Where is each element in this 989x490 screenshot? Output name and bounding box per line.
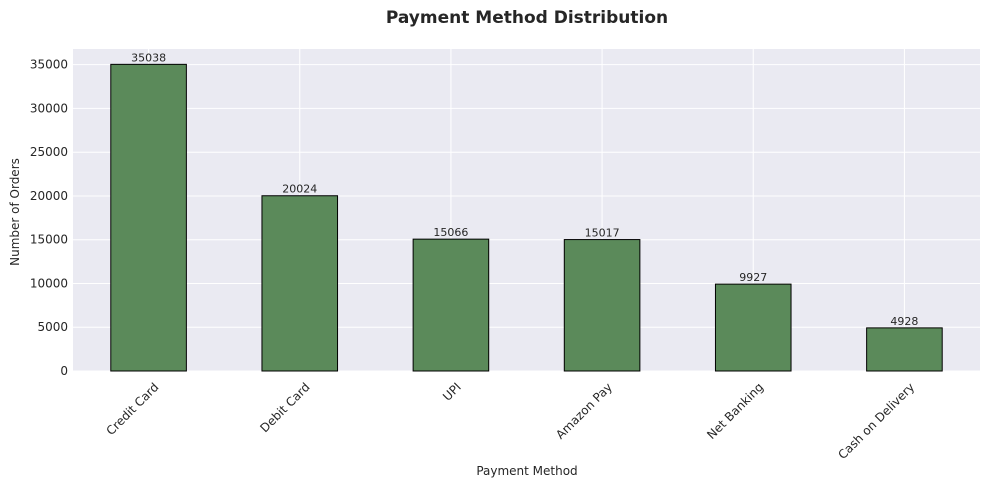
grid-lines [73,49,980,372]
data-label: 9927 [739,271,767,284]
data-label: 20024 [282,183,317,196]
data-label: 15017 [585,227,620,240]
x-axis-ticks: Credit Card Debit Card UPI Amazon Pay Net Ba… [104,380,918,462]
y-axis-ticks: 0 5000 10000 15000 20000 25000 30000 35000 [30,58,68,378]
data-label: 4928 [890,315,918,328]
x-tick-label: UPI [440,380,464,404]
x-axis-label: Payment Method [476,464,577,478]
bar-credit-card [110,63,187,372]
x-tick-label: Credit Card [104,380,162,438]
bar-upi [412,238,490,372]
y-tick-label: 35000 [30,58,68,72]
y-tick-label: 25000 [30,145,68,159]
x-tick-label: Net Banking [704,380,766,442]
plot-background [73,49,980,371]
x-tick-label: Cash on Delivery [835,380,917,462]
x-tick-label: Amazon Pay [553,380,615,442]
bar-net-banking [714,283,792,372]
y-tick-label: 5000 [37,320,68,334]
x-tick-label: Debit Card [257,380,312,435]
y-axis-label: Number of Orders [8,158,22,266]
bar-cash-on-delivery [866,327,943,372]
y-tick-label: 20000 [30,189,68,203]
bars [110,63,943,372]
y-tick-label: 0 [60,364,68,378]
y-tick-label: 15000 [30,233,68,247]
chart-title: Payment Method Distribution [386,8,668,28]
y-tick-label: 10000 [30,276,68,290]
y-tick-label: 30000 [30,101,68,115]
bar-amazon-pay [563,239,641,372]
bar-debit-card [261,195,339,372]
data-label: 35038 [131,51,166,64]
data-labels: 35038 20024 15066 15017 9927 4928 [131,51,918,328]
data-label: 15066 [433,226,468,239]
